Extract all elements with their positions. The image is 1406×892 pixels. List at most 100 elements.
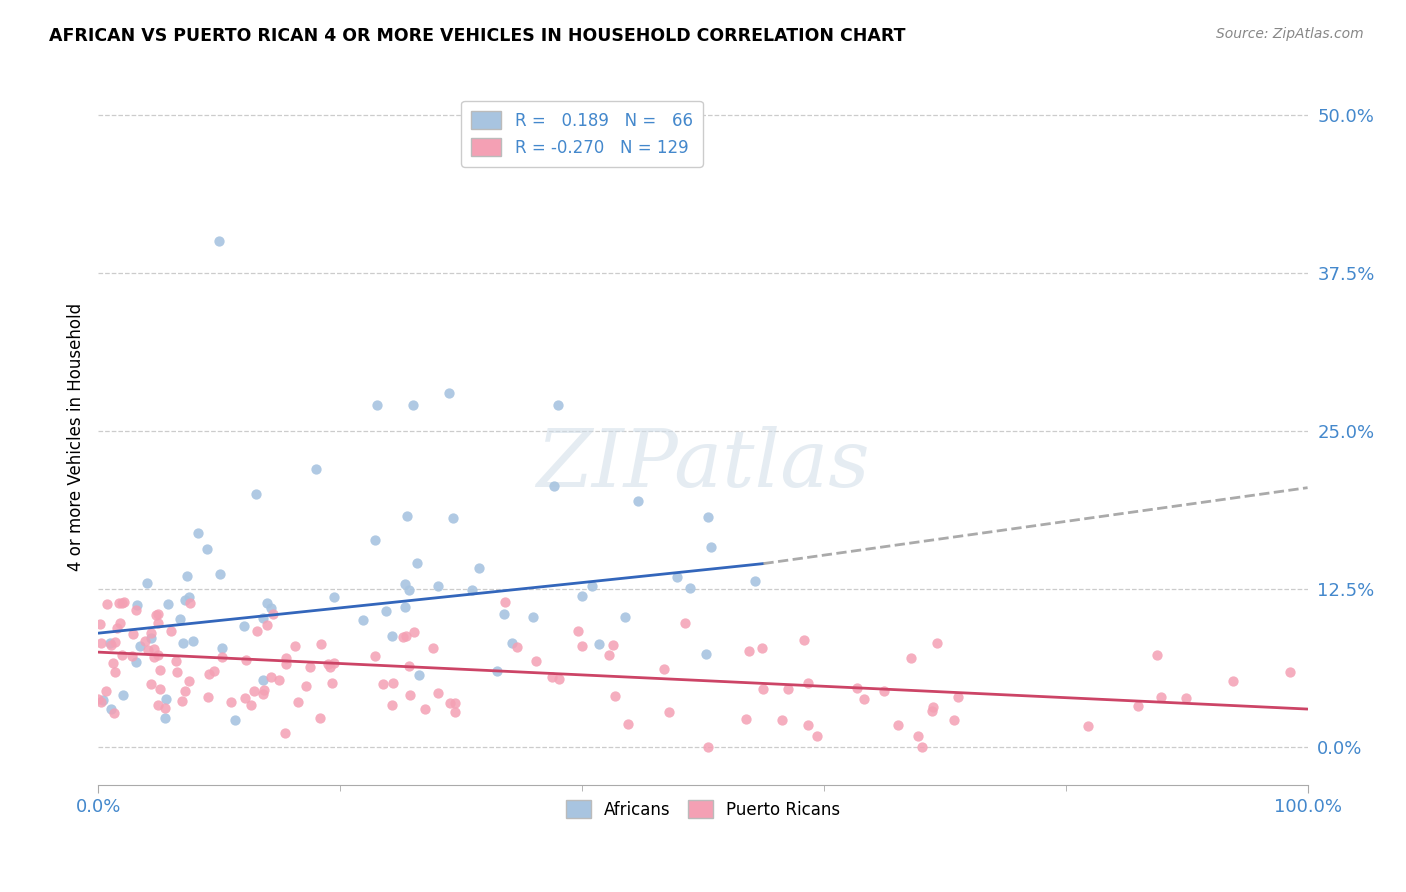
- Point: [321, 676, 343, 690]
- Point: [260, 670, 283, 684]
- Point: [494, 595, 516, 609]
- Point: [1222, 674, 1244, 689]
- Point: [852, 691, 875, 706]
- Point: [1128, 699, 1150, 714]
- Point: [371, 677, 394, 691]
- Point: [697, 739, 720, 754]
- Point: [96, 597, 118, 611]
- Point: [183, 634, 205, 648]
- Point: [605, 689, 627, 703]
- Point: [89, 695, 111, 709]
- Point: [613, 610, 636, 624]
- Point: [108, 597, 131, 611]
- Text: AFRICAN VS PUERTO RICAN 4 OR MORE VEHICLES IN HOUSEHOLD CORRELATION CHART: AFRICAN VS PUERTO RICAN 4 OR MORE VEHICL…: [49, 27, 905, 45]
- Point: [176, 569, 198, 583]
- Point: [907, 730, 929, 744]
- Point: [678, 582, 700, 596]
- Point: [323, 590, 346, 604]
- Point: [267, 673, 290, 688]
- Point: [735, 712, 758, 726]
- Point: [366, 399, 388, 413]
- Point: [146, 607, 169, 621]
- Point: [911, 739, 934, 754]
- Point: [547, 399, 569, 413]
- Point: [284, 640, 307, 654]
- Point: [101, 657, 124, 671]
- Point: [156, 597, 179, 611]
- Point: [153, 711, 176, 725]
- Point: [104, 635, 127, 649]
- Point: [139, 632, 162, 646]
- Point: [658, 705, 681, 719]
- Point: [1077, 719, 1099, 733]
- Point: [166, 665, 188, 679]
- Point: [399, 688, 422, 702]
- Point: [100, 702, 122, 716]
- Point: [143, 649, 166, 664]
- Point: [806, 730, 828, 744]
- Point: [444, 706, 467, 720]
- Point: [235, 653, 257, 667]
- Point: [617, 716, 640, 731]
- Point: [89, 617, 111, 632]
- Point: [172, 694, 194, 708]
- Point: [111, 596, 134, 610]
- Point: [208, 234, 231, 248]
- Point: [402, 399, 425, 413]
- Point: [1146, 648, 1168, 663]
- Point: [422, 640, 444, 655]
- Point: [845, 681, 868, 695]
- Point: [197, 690, 219, 705]
- Point: [467, 561, 489, 575]
- Point: [262, 607, 284, 622]
- Point: [364, 533, 387, 547]
- Point: [252, 673, 274, 688]
- Point: [252, 611, 274, 625]
- Point: [524, 654, 547, 668]
- Point: [738, 644, 761, 658]
- Point: [87, 692, 110, 706]
- Point: [298, 660, 321, 674]
- Point: [567, 624, 589, 638]
- Point: [405, 556, 427, 570]
- Point: [921, 700, 943, 714]
- Point: [413, 702, 436, 716]
- Point: [439, 696, 461, 710]
- Point: [398, 583, 420, 598]
- Point: [260, 601, 283, 615]
- Point: [778, 682, 800, 697]
- Point: [408, 668, 430, 682]
- Point: [322, 656, 344, 670]
- Point: [103, 706, 125, 720]
- Point: [1150, 690, 1173, 704]
- Point: [127, 598, 149, 612]
- Point: [145, 608, 167, 623]
- Point: [198, 667, 221, 681]
- Point: [382, 676, 405, 690]
- Point: [943, 714, 966, 728]
- Point: [501, 636, 523, 650]
- Point: [112, 594, 135, 608]
- Point: [195, 541, 218, 556]
- Point: [149, 681, 172, 696]
- Point: [155, 692, 177, 706]
- Point: [142, 641, 165, 656]
- Point: [598, 648, 620, 662]
- Point: [486, 665, 509, 679]
- Point: [627, 494, 650, 508]
- Point: [100, 638, 122, 652]
- Point: [602, 638, 624, 652]
- Point: [294, 679, 316, 693]
- Point: [108, 615, 131, 630]
- Point: [394, 577, 416, 591]
- Point: [309, 711, 332, 725]
- Point: [122, 627, 145, 641]
- Point: [208, 566, 231, 581]
- Point: [159, 624, 181, 639]
- Point: [925, 636, 948, 650]
- Point: [155, 701, 177, 715]
- Point: [460, 582, 482, 597]
- Point: [900, 651, 922, 665]
- Point: [252, 687, 274, 701]
- Point: [256, 618, 278, 632]
